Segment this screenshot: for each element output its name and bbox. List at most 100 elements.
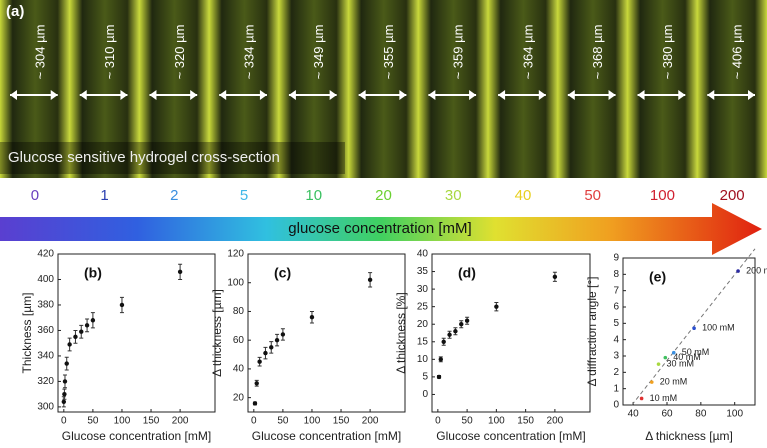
width-label: ~ 349 µm xyxy=(311,25,326,80)
x-axis-label: Glucose concentration [mM] xyxy=(252,429,401,443)
data-point xyxy=(84,323,90,328)
data-point xyxy=(177,269,183,275)
data-point xyxy=(736,269,740,273)
concentration-label: 5 xyxy=(240,187,248,204)
y-tick-label: 8 xyxy=(613,269,619,280)
point-label: 10 mM xyxy=(650,393,678,403)
photo-tile xyxy=(0,0,71,178)
y-tick-label: 300 xyxy=(37,402,54,413)
data-point xyxy=(64,361,69,366)
y-tick-label: 340 xyxy=(37,351,54,362)
point-label: 100 mM xyxy=(702,323,735,333)
plot-frame xyxy=(622,257,756,406)
photo-tile xyxy=(488,0,559,178)
concentration-label: 50 xyxy=(584,187,601,204)
x-tick-label: 100 xyxy=(114,416,131,427)
x-tick-label: 0 xyxy=(251,416,257,427)
y-tick-label: 420 xyxy=(37,249,54,260)
point-label: 200 mM xyxy=(746,265,767,275)
y-tick-label: 120 xyxy=(227,249,244,260)
x-tick-label: 60 xyxy=(661,409,673,420)
y-tick-label: 40 xyxy=(417,249,429,260)
data-point xyxy=(663,355,668,360)
concentration-label: 1 xyxy=(100,187,108,204)
y-tick-label: 3 xyxy=(613,351,619,362)
caption-bg xyxy=(0,142,345,174)
x-tick-label: 150 xyxy=(517,416,534,427)
data-point xyxy=(453,329,458,334)
x-tick-label: 200 xyxy=(547,416,564,427)
x-axis-label: Glucose concentration [mM] xyxy=(436,429,585,443)
y-tick-label: 60 xyxy=(233,335,245,346)
y-tick-label: 15 xyxy=(417,336,429,347)
width-label: ~ 380 µm xyxy=(660,25,675,80)
data-point xyxy=(79,329,84,334)
y-tick-label: 400 xyxy=(37,274,54,285)
data-point xyxy=(61,399,67,405)
width-label: ~ 355 µm xyxy=(381,25,396,80)
y-tick-label: 4 xyxy=(613,334,619,345)
data-point xyxy=(639,396,644,401)
x-tick-label: 200 xyxy=(362,416,379,427)
y-axis-label: Δ thickness [%] xyxy=(394,292,408,373)
panel-label: (c) xyxy=(274,265,291,281)
width-label: ~ 334 µm xyxy=(241,25,256,80)
gradient-arrow xyxy=(0,203,762,255)
point-label: 30 mM xyxy=(667,359,695,369)
y-tick-label: 5 xyxy=(613,318,619,329)
data-point xyxy=(436,374,442,380)
plot-frame xyxy=(247,253,406,413)
x-tick-label: 100 xyxy=(726,409,743,420)
data-point xyxy=(252,401,258,406)
y-tick-label: 40 xyxy=(233,364,245,375)
width-label: ~ 310 µm xyxy=(102,25,117,80)
photo-tile xyxy=(627,0,698,178)
y-tick-label: 10 xyxy=(417,354,429,365)
y-tick-label: 2 xyxy=(613,367,619,378)
y-tick-label: 0 xyxy=(422,389,428,400)
y-tick-label: 1 xyxy=(613,383,619,394)
data-point xyxy=(62,379,68,384)
data-point xyxy=(552,274,558,280)
x-tick-label: 80 xyxy=(695,409,707,420)
photo-tile xyxy=(697,0,767,178)
y-axis-label: Thickness [µm] xyxy=(20,293,34,374)
photo-tile xyxy=(278,0,350,178)
data-point xyxy=(309,315,315,320)
y-tick-label: 7 xyxy=(613,285,619,296)
photo-tile xyxy=(69,0,140,178)
concentration-label: 100 xyxy=(650,187,675,204)
y-tick-label: 35 xyxy=(417,266,429,277)
photo-tile xyxy=(139,0,210,178)
x-tick-label: 100 xyxy=(488,416,505,427)
concentration-label: 30 xyxy=(445,187,462,204)
data-point xyxy=(119,302,125,308)
data-point xyxy=(280,332,286,337)
panel-label: (b) xyxy=(84,265,102,281)
point-label: 40 mM xyxy=(673,352,701,362)
y-tick-label: 25 xyxy=(417,301,429,312)
width-label: ~ 320 µm xyxy=(172,25,187,80)
arrow-label: glucose concentration [mM] xyxy=(288,220,471,237)
plot-frame xyxy=(431,253,591,413)
concentration-label: 40 xyxy=(515,187,532,204)
y-tick-label: 80 xyxy=(233,306,245,317)
y-axis-label: Δ thickness [µm] xyxy=(210,289,224,377)
concentration-label: 200 xyxy=(720,187,745,204)
y-tick-label: 9 xyxy=(613,253,619,264)
data-point xyxy=(494,304,499,309)
y-tick-label: 380 xyxy=(37,300,54,311)
y-tick-label: 30 xyxy=(417,284,429,295)
data-point xyxy=(464,318,470,323)
y-tick-label: 0 xyxy=(613,400,619,411)
panel-label: (a) xyxy=(6,3,24,20)
x-tick-label: 100 xyxy=(304,416,321,427)
width-label: ~ 364 µm xyxy=(520,25,535,80)
data-point xyxy=(367,277,373,283)
photo-strip: ~ 304 µm ~ 310 µm ~ 320 µm ~ 334 µm ~ 349 µm… xyxy=(0,0,767,178)
x-tick-label: 50 xyxy=(87,416,99,427)
photo-tile xyxy=(209,0,280,178)
width-label: ~ 304 µm xyxy=(32,25,47,80)
data-point xyxy=(90,318,96,323)
